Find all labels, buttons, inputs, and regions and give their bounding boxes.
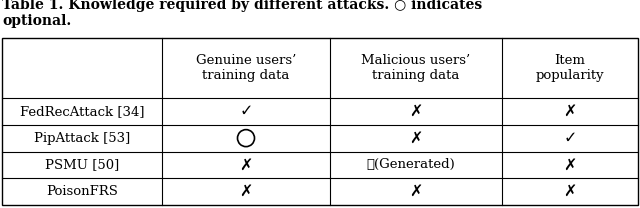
Text: ✓: ✓ (239, 104, 253, 119)
Text: ✗: ✗ (410, 184, 422, 199)
Text: ✗: ✗ (410, 131, 422, 146)
Text: ✗: ✗ (239, 157, 253, 172)
Bar (2, 38, 638, 205)
Text: Malicious users’
training data: Malicious users’ training data (362, 54, 470, 82)
Text: ✓(Generated): ✓(Generated) (367, 158, 456, 171)
Text: ✗: ✗ (563, 157, 577, 172)
Text: PipAttack [53]: PipAttack [53] (34, 132, 130, 145)
Text: ✗: ✗ (410, 104, 422, 119)
Text: FedRecAttack [34]: FedRecAttack [34] (20, 105, 144, 118)
Text: Genuine users’
training data: Genuine users’ training data (196, 54, 296, 82)
Text: ✗: ✗ (239, 184, 253, 199)
Text: ✓: ✓ (563, 131, 577, 146)
Text: Table 1. Knowledge required by different attacks. ○ indicates
optional.: Table 1. Knowledge required by different… (2, 0, 483, 28)
Text: ✗: ✗ (563, 184, 577, 199)
Text: PSMU [50]: PSMU [50] (45, 158, 119, 171)
Text: PoisonFRS: PoisonFRS (46, 185, 118, 198)
Text: Item
popularity: Item popularity (536, 54, 604, 82)
Text: ✗: ✗ (563, 104, 577, 119)
